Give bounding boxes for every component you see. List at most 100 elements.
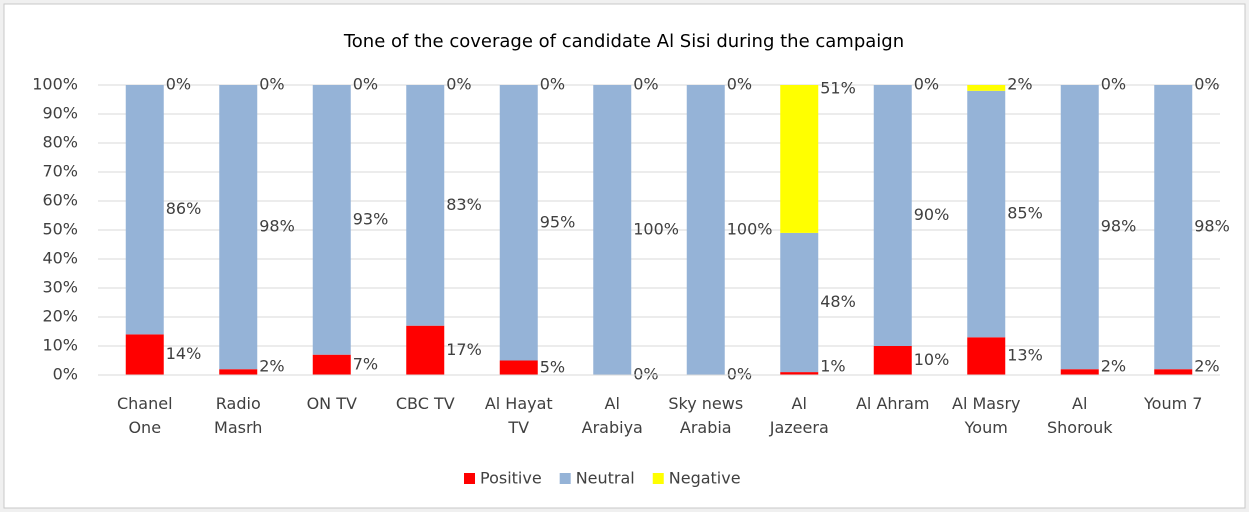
legend-swatch <box>652 473 664 484</box>
data-label: 93% <box>353 209 389 228</box>
x-tick-line: ON TV <box>307 394 357 413</box>
data-label: 0% <box>259 75 284 94</box>
data-label: 0% <box>633 75 658 94</box>
chart-title: Tone of the coverage of candidate Al Sis… <box>343 31 904 52</box>
x-tick-label: Al Ahram <box>856 394 930 413</box>
x-tick-label: Al Hayat TV <box>485 394 553 437</box>
data-label: 0% <box>914 75 939 94</box>
data-label: 2% <box>1101 357 1126 376</box>
bar-segment <box>780 232 819 373</box>
x-tick-label: Al Arabiya <box>582 394 643 437</box>
bar-segment <box>312 85 351 355</box>
data-label: 51% <box>820 79 856 98</box>
data-label: 90% <box>914 205 950 224</box>
bar-segment <box>593 85 632 375</box>
x-tick-line: Al Masry <box>952 394 1020 413</box>
data-label: 14% <box>166 344 202 363</box>
x-tick-label: CBC TV <box>396 394 455 413</box>
bar-segment <box>1154 85 1193 370</box>
x-tick-line: Al <box>1072 394 1087 413</box>
x-tick-line: Youm 7 <box>1143 394 1202 413</box>
x-tick-line: Sky news <box>668 394 743 413</box>
x-tick-line: Al Hayat <box>485 394 553 413</box>
x-tick-line: Arabiya <box>582 418 643 437</box>
bar-segment <box>219 369 258 375</box>
y-tick-label: 0% <box>53 365 78 384</box>
x-tick-line: Jazeera <box>769 418 829 437</box>
bar-segment <box>312 354 351 375</box>
data-label: 5% <box>540 357 565 376</box>
y-tick-label: 60% <box>42 191 78 210</box>
bar-segment <box>780 85 819 233</box>
x-tick-line: Shorouk <box>1047 418 1113 437</box>
y-tick-label: 50% <box>42 220 78 239</box>
y-tick-label: 10% <box>42 336 78 355</box>
data-label: 100% <box>633 220 679 239</box>
legend-swatch <box>464 473 475 484</box>
bar-segment <box>967 337 1006 375</box>
data-label: 98% <box>1194 217 1230 236</box>
bar-segment <box>406 85 445 326</box>
x-tick-line: Masrh <box>214 418 262 437</box>
data-label: 98% <box>1101 217 1137 236</box>
bar-segment <box>125 334 164 375</box>
data-label: 0% <box>353 75 378 94</box>
data-label: 48% <box>820 292 856 311</box>
legend-swatch <box>559 473 571 484</box>
bar-segment <box>219 85 258 370</box>
data-label: 85% <box>1007 204 1043 223</box>
bar-segment <box>406 325 445 375</box>
x-tick-line: Youm <box>964 418 1008 437</box>
data-label: 7% <box>353 354 378 373</box>
data-label: 2% <box>1007 75 1032 94</box>
data-label: 2% <box>1194 357 1219 376</box>
x-tick-line: Al <box>605 394 620 413</box>
data-label: 0% <box>633 365 658 384</box>
legend-label: Positive <box>480 469 542 488</box>
data-label: 86% <box>166 199 202 218</box>
data-label: 0% <box>1101 75 1126 94</box>
legend-label: Negative <box>669 469 741 488</box>
x-tick-label: ON TV <box>307 394 357 413</box>
data-label: 2% <box>259 357 284 376</box>
data-label: 0% <box>446 75 471 94</box>
legend-label: Neutral <box>576 469 635 488</box>
data-label: 100% <box>727 220 773 239</box>
x-tick-label: Radio Masrh <box>214 394 262 437</box>
data-label: 17% <box>446 340 482 359</box>
bar-segment <box>125 85 164 335</box>
y-tick-label: 80% <box>42 133 78 152</box>
x-tick-label: Youm 7 <box>1143 394 1202 413</box>
data-label: 0% <box>540 75 565 94</box>
bar-segment <box>1154 369 1193 375</box>
data-label: 0% <box>166 75 191 94</box>
bar-segment <box>873 346 912 375</box>
y-tick-label: 70% <box>42 162 78 181</box>
x-tick-line: Radio <box>216 394 261 413</box>
data-label: 13% <box>1007 346 1043 365</box>
y-tick-label: 40% <box>42 249 78 268</box>
x-tick-label: Chanel One <box>117 394 173 437</box>
y-tick-label: 20% <box>42 307 78 326</box>
y-tick-label: 90% <box>42 104 78 123</box>
data-label: 0% <box>727 75 752 94</box>
bar-segment <box>499 85 538 361</box>
x-tick-line: CBC TV <box>396 394 455 413</box>
x-tick-line: Arabia <box>680 418 732 437</box>
data-label: 98% <box>259 217 295 236</box>
x-tick-line: Al <box>792 394 807 413</box>
y-tick-label: 100% <box>32 75 78 94</box>
data-label: 83% <box>446 195 482 214</box>
bar-segment <box>967 90 1006 338</box>
x-tick-line: Al Ahram <box>856 394 930 413</box>
x-tick-label: Al Shorouk <box>1047 394 1113 437</box>
x-tick-label: Sky news Arabia <box>668 394 743 437</box>
x-tick-line: Chanel <box>117 394 173 413</box>
y-tick-label: 30% <box>42 278 78 297</box>
x-tick-line: TV <box>507 418 529 437</box>
data-label: 0% <box>727 365 752 384</box>
data-label: 95% <box>540 212 576 231</box>
x-tick-line: One <box>128 418 161 437</box>
data-label: 0% <box>1194 75 1219 94</box>
